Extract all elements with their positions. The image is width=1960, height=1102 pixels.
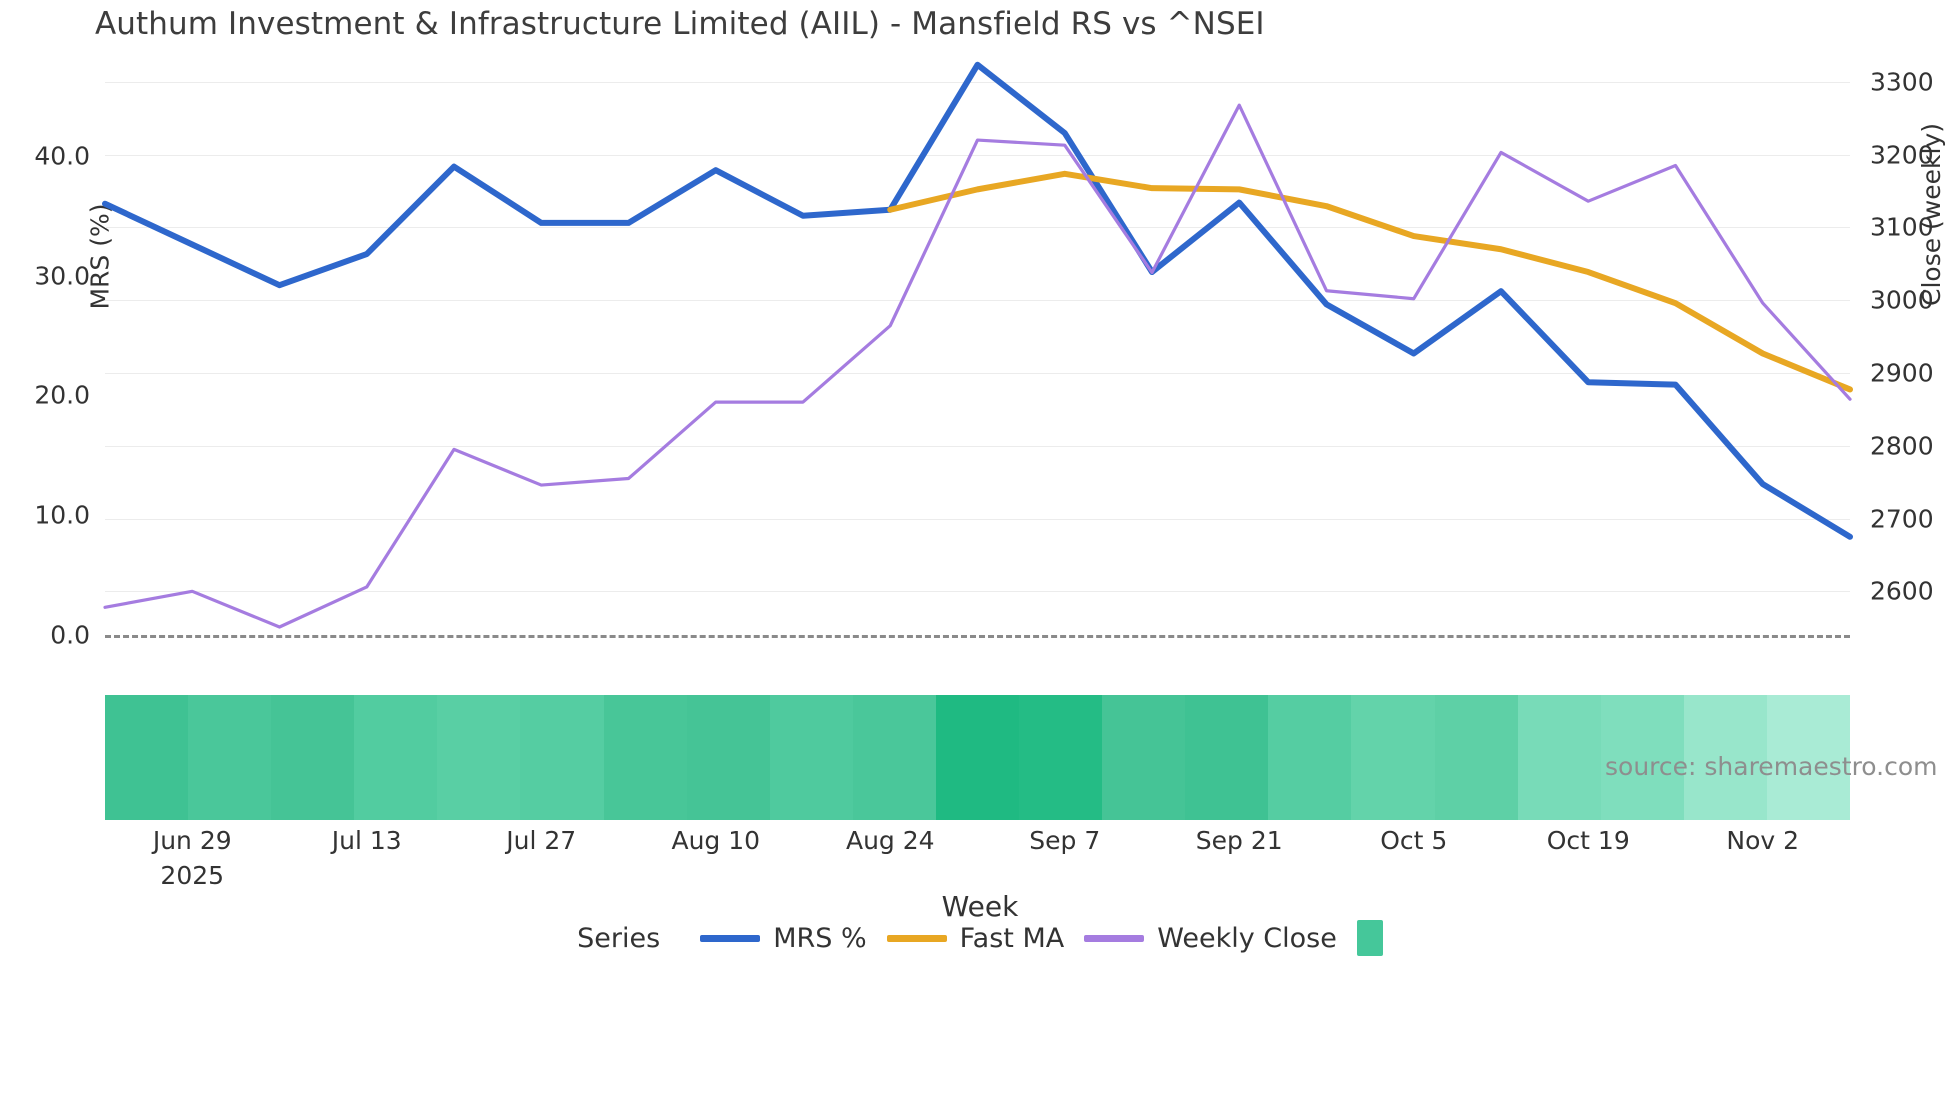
series-line-fast-ma [887, 170, 1853, 393]
heatmap-cell [520, 695, 604, 820]
heatmap-cell [105, 695, 189, 820]
y-tick-right: 2700 [1870, 504, 1934, 534]
zero-reference-line [105, 635, 1850, 638]
x-axis-label: Week [941, 890, 1019, 923]
x-tick-label: Aug 24 [845, 826, 935, 855]
y-tick-right: 3000 [1870, 285, 1934, 315]
gridline [105, 518, 1850, 520]
heatmap-cell [1019, 695, 1103, 820]
y-axis-label-right: Close (weekly) [1916, 123, 1946, 306]
series-line-weekly-close [103, 103, 1852, 629]
series-lines [102, 61, 1853, 629]
x-tick: Aug 24 [846, 826, 935, 855]
x-tick-label: Sep 21 [1195, 826, 1283, 855]
y-tick-left: 20.0 [34, 380, 90, 410]
legend-swatch-line-icon [1084, 934, 1145, 942]
heatmap-cell [271, 695, 355, 820]
gridline [105, 591, 1850, 593]
gridline [105, 300, 1850, 302]
chart-legend: Series MRS % Fast MA Weekly Close [0, 920, 1960, 956]
source-watermark: source: sharemaestro.com [1605, 752, 1938, 781]
heatmap-cell [1683, 695, 1767, 820]
gridline [105, 154, 1850, 156]
gridline [105, 81, 1850, 83]
plot-area: MRS (%) 0.0 10.0 20.0 30.0 40.0 2600 2700 2800… [34, 60, 1934, 650]
y-tick-left: 10.0 [34, 500, 90, 530]
x-tick-label: Jul 13 [331, 826, 402, 855]
chart-title: Authum Investment & Infrastructure Limit… [95, 6, 1265, 42]
heatmap-cell [1102, 695, 1186, 820]
heatmap-cell [686, 695, 770, 820]
legend-label: MRS % [773, 922, 867, 954]
x-tick-label: Jul 27 [506, 826, 577, 855]
heatmap-cell [1351, 695, 1435, 820]
x-tick: Aug 10 [671, 826, 760, 855]
legend-item-fast-ma[interactable]: Fast MA [886, 922, 1065, 954]
y-tick-right: 2800 [1870, 431, 1934, 461]
legend-item-mrs[interactable]: MRS % [700, 922, 867, 954]
x-tick-label: Oct 5 [1380, 826, 1448, 855]
heatmap-cell [852, 695, 936, 820]
x-tick: Jul 27 [506, 826, 576, 855]
y-tick-right: 2900 [1870, 358, 1934, 388]
legend-swatch-line-icon [700, 934, 761, 942]
legend-label: Fast MA [959, 922, 1065, 954]
gridline [105, 445, 1850, 447]
heatmap-cell [1185, 695, 1269, 820]
x-tick: Oct 19 [1547, 826, 1630, 855]
x-tick: Sep 7 [1029, 826, 1100, 855]
x-tick: Oct 5 [1380, 826, 1447, 855]
heatmap-cell [188, 695, 272, 820]
y-tick-left: 0.0 [50, 620, 90, 650]
rs-heatmap-band [105, 695, 1850, 820]
legend-item-weekly-close[interactable]: Weekly Close [1084, 923, 1337, 954]
y-tick-right: 3200 [1870, 140, 1934, 170]
legend-swatch-line-icon [886, 934, 947, 942]
x-tick: Nov 2 [1726, 826, 1799, 855]
heatmap-cell [1268, 695, 1352, 820]
legend-swatch-box-icon [1356, 920, 1383, 956]
heatmap-cell [1434, 695, 1518, 820]
legend-item-heatmap[interactable] [1356, 920, 1383, 956]
x-tick: Jun 29 2025 [153, 826, 232, 890]
x-tick-label: Aug 10 [671, 826, 761, 855]
x-tick-label: Nov 2 [1726, 826, 1800, 855]
x-axis-ticks: Jun 29 2025 Jul 13 Jul 27 Aug 10 Aug 24 Sep 7 S… [105, 826, 1850, 906]
x-tick-sublabel: 2025 [160, 861, 225, 890]
heatmap-cell [1600, 695, 1684, 820]
x-tick-label: Sep 7 [1029, 826, 1101, 855]
heatmap-cell [603, 695, 687, 820]
y-tick-right: 3100 [1870, 212, 1934, 242]
y-tick-left: 40.0 [34, 141, 90, 171]
x-tick-label: Jun 29 [152, 826, 232, 855]
legend-title: Series [577, 922, 661, 954]
x-tick-label: Oct 19 [1546, 826, 1630, 855]
heatmap-cell [437, 695, 521, 820]
heatmap-cell [769, 695, 853, 820]
series-line-mrs [102, 61, 1853, 540]
legend-label: Weekly Close [1157, 922, 1337, 954]
gridline [105, 227, 1850, 229]
heatmap-cell [1517, 695, 1601, 820]
gridline [105, 372, 1850, 374]
heatmap-cell [1766, 695, 1850, 820]
y-tick-right: 3300 [1870, 67, 1934, 97]
heatmap-cell [354, 695, 438, 820]
x-tick: Sep 21 [1196, 826, 1283, 855]
y-tick-right: 2600 [1870, 576, 1934, 606]
heatmap-cell [935, 695, 1020, 820]
x-tick: Jul 13 [332, 826, 402, 855]
y-tick-left: 30.0 [34, 261, 90, 291]
